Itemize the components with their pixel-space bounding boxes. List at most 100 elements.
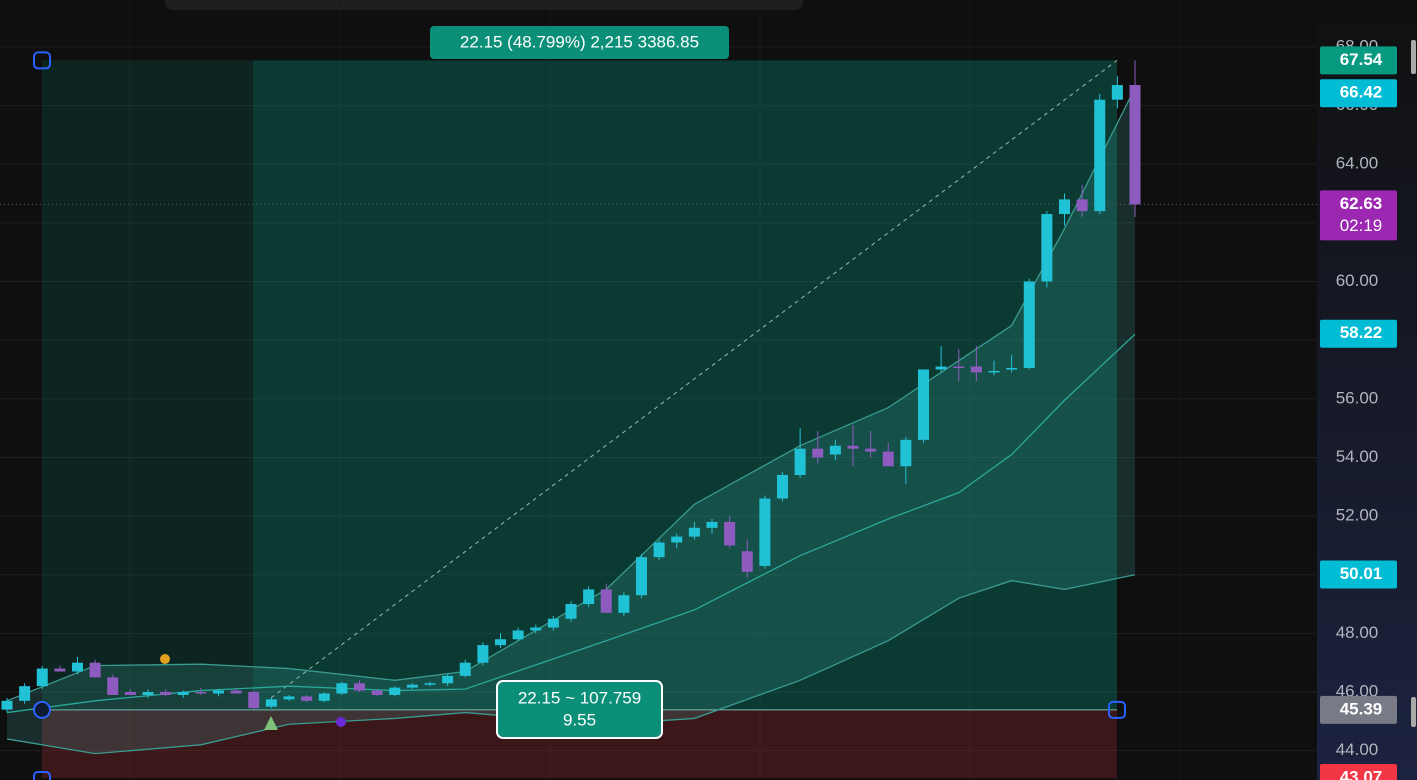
candle-body <box>565 604 577 619</box>
y-tick-label: 52.00 <box>1336 506 1379 525</box>
candle-body <box>213 690 224 694</box>
scroll-handle[interactable] <box>1411 697 1416 727</box>
price-marker-label: 45.39 <box>1340 699 1383 718</box>
candle-body <box>512 630 524 640</box>
measure-diagonal <box>270 60 1118 699</box>
measure-area <box>0 60 1317 778</box>
candle-body <box>36 668 48 687</box>
y-tick-label: 56.00 <box>1336 388 1379 407</box>
candle-body <box>389 687 401 695</box>
scroll-handle[interactable] <box>1411 40 1416 74</box>
candle-body <box>1076 199 1088 212</box>
candle-body <box>724 521 736 546</box>
measure-up-zone <box>42 60 1117 710</box>
signal-triangle <box>264 716 278 730</box>
measure-handle[interactable] <box>33 51 51 70</box>
candle-body <box>1 700 13 710</box>
measure-handle[interactable] <box>33 700 51 719</box>
candle-body <box>124 692 136 695</box>
y-tick-label: 48.00 <box>1336 623 1379 642</box>
candle-body <box>882 451 894 467</box>
measure-bottom-label: 9.55 <box>563 710 596 729</box>
measure-bottom-label: 22.15 ~ 107.759 <box>518 688 641 707</box>
labels: 22.15 (48.799%) 2,215 3386.85 22.15 ~ 107… <box>33 26 1126 780</box>
candle-body <box>1023 281 1035 369</box>
candle-body <box>354 683 365 691</box>
candle-body <box>424 683 436 685</box>
candle-body <box>583 589 595 605</box>
candle-body <box>177 692 189 695</box>
candle-body <box>953 366 965 369</box>
candle-body <box>970 366 982 373</box>
price-marker <box>1320 695 1397 724</box>
grid <box>0 0 1317 780</box>
candle-body <box>477 645 489 663</box>
candle-body <box>283 696 295 700</box>
measure-top-label: 22.15 (48.799%) 2,215 3386.85 <box>460 32 699 51</box>
price-marker-label: 67.54 <box>1340 50 1383 69</box>
toolbar[interactable] <box>165 0 803 10</box>
measure-bottom-box <box>496 680 663 739</box>
candle-body <box>406 684 418 688</box>
candle-body <box>265 699 277 707</box>
candle-body <box>618 595 630 613</box>
price-marker-label: 66.42 <box>1340 83 1383 102</box>
candle-body <box>19 686 31 701</box>
candle-body <box>459 662 471 676</box>
candle-body <box>636 557 647 596</box>
candle-body <box>195 692 207 694</box>
candle-body <box>371 690 383 695</box>
candle-body <box>442 675 454 684</box>
price-marker-label: 50.01 <box>1340 564 1383 583</box>
price-marker-label: 62.63 <box>1340 194 1383 213</box>
measure-top-box <box>430 26 729 59</box>
measure-range <box>253 60 1117 710</box>
candle-body <box>1111 85 1123 100</box>
candle-body <box>160 692 172 695</box>
candle-body <box>829 445 841 455</box>
band-middle <box>6 333 1136 714</box>
candle-body <box>54 668 66 672</box>
candle-body <box>1059 199 1070 215</box>
candle-body <box>1129 85 1141 205</box>
candle-body <box>107 677 119 695</box>
candles <box>1 60 1141 713</box>
y-tick-label: 54.00 <box>1336 447 1379 466</box>
candle-body <box>653 542 665 558</box>
candle-body <box>142 692 154 695</box>
price-marker <box>1320 79 1397 108</box>
y-tick-label: 64.00 <box>1336 154 1379 173</box>
candle-body <box>741 551 753 572</box>
countdown-label: 02:19 <box>1340 216 1383 235</box>
price-axis: 44.0046.0048.0050.0052.0054.0056.0058.00… <box>1320 36 1397 780</box>
measure-handle[interactable] <box>1108 700 1126 719</box>
band-upper <box>6 87 1136 702</box>
candle-body <box>1006 368 1018 370</box>
y-tick-label: 46.00 <box>1336 682 1379 701</box>
candle-body <box>847 445 859 449</box>
candle-body <box>248 692 260 709</box>
candle-body <box>865 448 877 452</box>
candle-body <box>1041 214 1053 282</box>
candle-body <box>671 536 683 543</box>
price-marker <box>1320 319 1397 348</box>
candle-body <box>777 475 788 499</box>
price-axis-bg <box>1317 0 1417 780</box>
candle-body <box>495 639 506 646</box>
candle-body <box>688 527 700 537</box>
price-marker-label: 43.07 <box>1340 767 1383 780</box>
candle-body <box>600 589 612 613</box>
candle-body <box>230 690 242 694</box>
candle-body <box>935 366 947 370</box>
y-tick-label: 44.00 <box>1336 740 1379 759</box>
candle-body <box>72 662 83 672</box>
candle-body <box>318 693 330 701</box>
price-marker-label: 58.22 <box>1340 323 1383 342</box>
price-marker <box>1320 763 1397 780</box>
candle-body <box>812 448 824 458</box>
candle-body <box>89 662 101 678</box>
candle-body <box>336 683 348 694</box>
